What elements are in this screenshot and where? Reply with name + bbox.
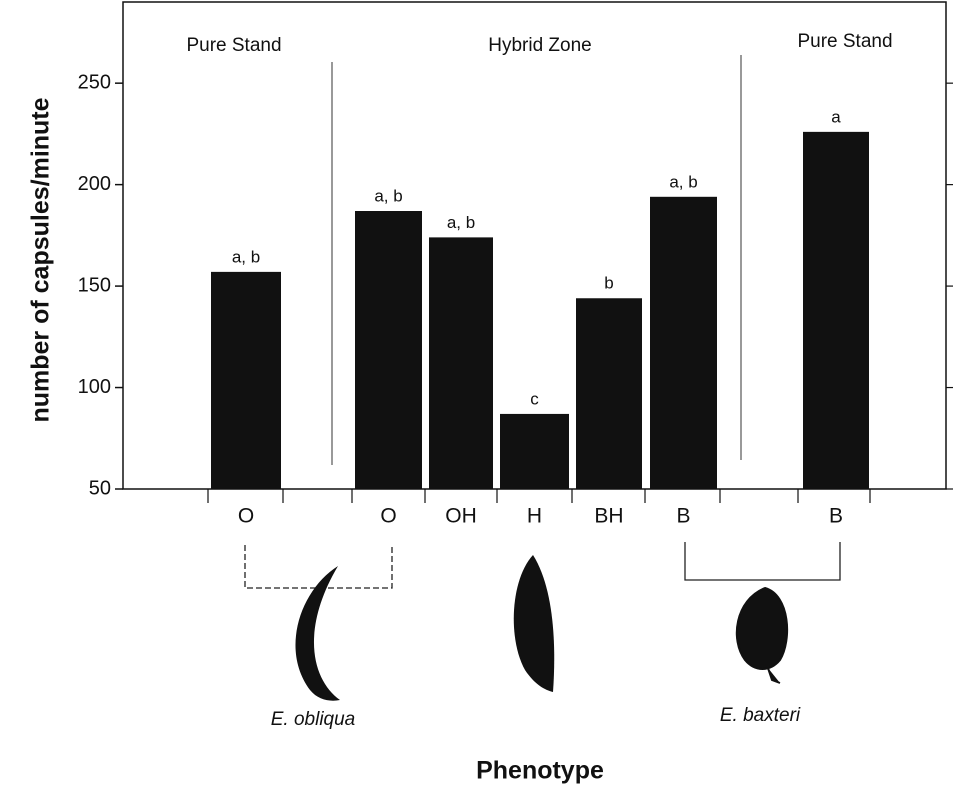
bar-annotation: a, b bbox=[669, 172, 697, 191]
bar-annotation: c bbox=[530, 389, 539, 408]
section-label: Pure Stand bbox=[186, 35, 281, 56]
bar bbox=[803, 131, 869, 489]
y-tick-label: 200 bbox=[78, 173, 111, 195]
bar-annotation: a bbox=[831, 107, 841, 126]
bar bbox=[355, 211, 422, 490]
bar bbox=[576, 298, 642, 489]
section-label: Hybrid Zone bbox=[488, 35, 592, 56]
bar bbox=[500, 413, 569, 489]
x-axis-title: Phenotype bbox=[476, 757, 604, 785]
x-tick-label: O bbox=[238, 505, 254, 528]
species-label: E. baxteri bbox=[720, 705, 801, 726]
bar bbox=[211, 271, 281, 489]
leaf-icon bbox=[295, 566, 340, 701]
bar bbox=[429, 237, 493, 489]
y-tick-label: 150 bbox=[78, 274, 111, 296]
x-tick-label: OH bbox=[445, 505, 477, 528]
bar bbox=[650, 196, 717, 490]
bracket bbox=[244, 545, 393, 589]
x-tick-label: H bbox=[527, 505, 542, 528]
x-tick-label: B bbox=[829, 505, 843, 528]
section-label: Pure Stand bbox=[797, 31, 892, 52]
y-tick-label: 250 bbox=[78, 71, 111, 93]
x-tick-label: O bbox=[380, 505, 396, 528]
bar-annotation: a, b bbox=[447, 213, 475, 232]
bracket bbox=[684, 542, 841, 581]
x-tick-label: BH bbox=[594, 505, 623, 528]
species-label: E. obliqua bbox=[271, 709, 356, 730]
y-axis-title: number of capsules/minute bbox=[27, 97, 55, 422]
bar-annotation: a, b bbox=[232, 247, 260, 266]
y-tick-label: 50 bbox=[89, 477, 111, 499]
bar-annotation: a, b bbox=[374, 186, 402, 205]
bar-annotation: b bbox=[604, 274, 613, 293]
x-tick-label: B bbox=[676, 505, 690, 528]
leaf-icon bbox=[513, 555, 555, 692]
y-tick-label: 100 bbox=[78, 376, 111, 398]
leaf-icon bbox=[735, 586, 789, 684]
